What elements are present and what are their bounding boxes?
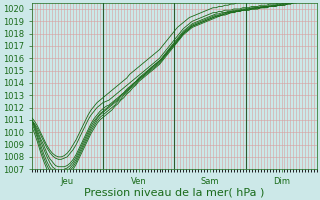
X-axis label: Pression niveau de la mer( hPa ): Pression niveau de la mer( hPa )	[84, 187, 265, 197]
